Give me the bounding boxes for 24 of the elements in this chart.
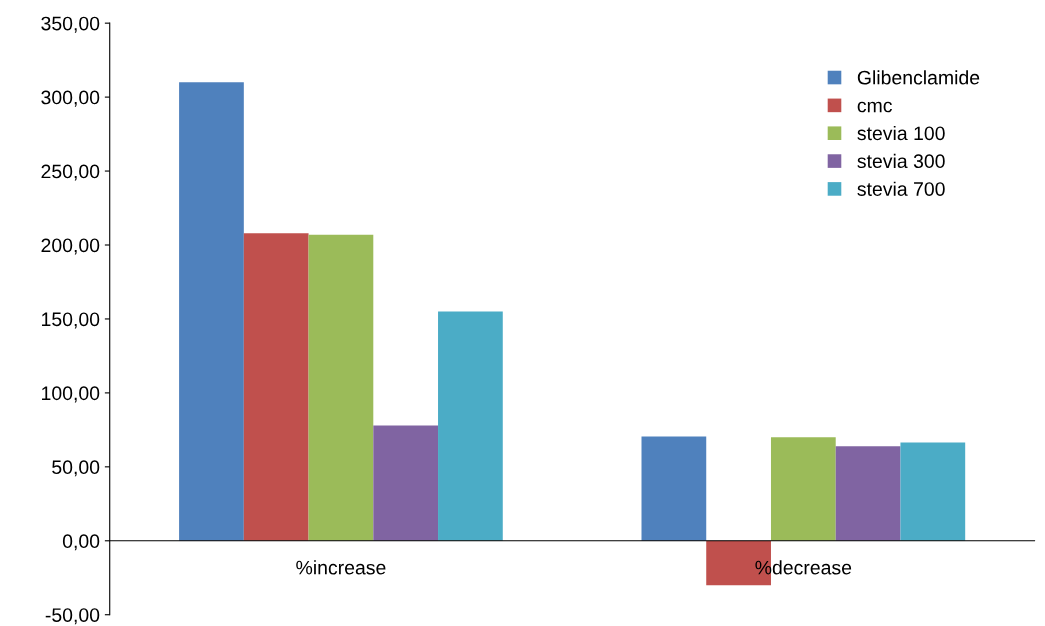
bar (243, 233, 309, 541)
bar (373, 425, 439, 541)
bar (438, 311, 503, 541)
bar (835, 446, 901, 541)
legend-label: stevia 100 (857, 125, 945, 141)
x-tick-label: %increase (296, 560, 386, 575)
y-tick-label: 250,00 (41, 164, 100, 181)
bar (641, 436, 707, 541)
legend-label: stevia 700 (857, 181, 945, 196)
y-tick-label: 350,00 (41, 16, 100, 33)
legend-label: stevia 300 (857, 153, 945, 169)
legend-label: cmc (857, 101, 892, 113)
y-tick-label: 200,00 (41, 238, 100, 255)
y-tick-label: 50,00 (52, 460, 100, 477)
y-tick-label: -50,00 (45, 608, 100, 625)
y-tick-label: 100,00 (42, 386, 100, 403)
y-tick-label: 300,00 (41, 90, 100, 107)
y-tick-label: 150,00 (42, 312, 100, 329)
bar (308, 234, 374, 541)
legend-label: Glibenclamide (857, 70, 980, 85)
bar (179, 82, 244, 541)
y-tick-label: 0,00 (62, 534, 100, 551)
bar (900, 442, 966, 541)
bar (770, 437, 836, 541)
